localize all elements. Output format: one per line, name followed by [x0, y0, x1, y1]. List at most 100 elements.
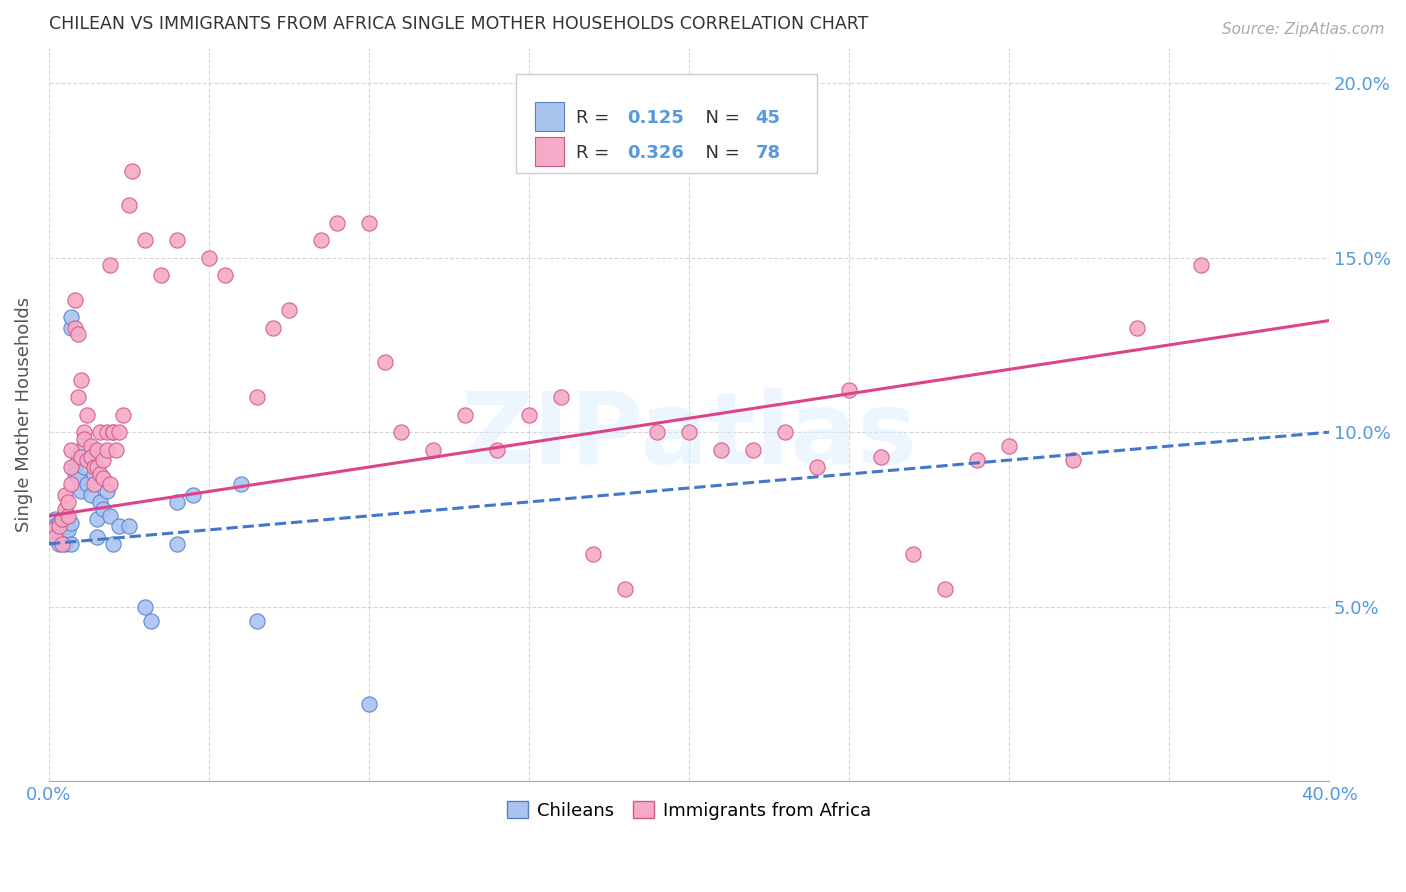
Point [89, 425, 111, 439]
Point [181, 488, 204, 502]
Point [678, 425, 700, 439]
Point [83, 467, 105, 481]
Point [389, 425, 412, 439]
Point [51, 523, 73, 537]
Point [86, 512, 108, 526]
Point [41, 523, 63, 537]
Point [1062, 453, 1084, 467]
Point [141, 614, 163, 628]
Point [742, 442, 765, 457]
Point [60, 320, 83, 334]
Point [44, 530, 66, 544]
Point [63, 293, 86, 307]
Point [838, 384, 860, 398]
Point [56, 512, 79, 526]
FancyBboxPatch shape [536, 137, 564, 167]
Text: R =: R = [576, 109, 616, 127]
Text: 45: 45 [755, 109, 780, 127]
Text: 0.125: 0.125 [627, 109, 685, 127]
Point [79, 450, 101, 464]
Point [934, 582, 956, 596]
Point [93, 470, 115, 484]
Point [357, 698, 380, 712]
Point [96, 425, 118, 439]
Point [56, 508, 79, 523]
Point [41, 523, 63, 537]
Point [98, 477, 121, 491]
Point [134, 599, 156, 614]
Legend: Chileans, Immigrants from Africa: Chileans, Immigrants from Africa [499, 794, 879, 827]
Point [56, 523, 79, 537]
Point [901, 547, 924, 561]
Point [166, 537, 188, 551]
Text: 0.326: 0.326 [627, 145, 685, 162]
Point [1189, 258, 1212, 272]
Point [582, 547, 605, 561]
Point [60, 516, 83, 530]
Point [121, 163, 143, 178]
Point [48, 530, 70, 544]
Text: CHILEAN VS IMMIGRANTS FROM AFRICA SINGLE MOTHER HOUSEHOLDS CORRELATION CHART: CHILEAN VS IMMIGRANTS FROM AFRICA SINGLE… [49, 15, 869, 33]
Point [66, 470, 89, 484]
Point [101, 425, 124, 439]
Point [60, 310, 83, 324]
Point [53, 526, 76, 541]
Point [53, 537, 76, 551]
Point [422, 442, 444, 457]
Text: 78: 78 [755, 145, 780, 162]
Point [278, 303, 301, 318]
Point [105, 442, 128, 457]
Point [166, 233, 188, 247]
Point [66, 327, 89, 342]
Point [262, 320, 284, 334]
Point [246, 614, 269, 628]
Text: ZIPatlas: ZIPatlas [461, 388, 918, 485]
Point [70, 373, 93, 387]
Point [326, 216, 349, 230]
Point [79, 488, 101, 502]
Point [134, 233, 156, 247]
Point [870, 450, 893, 464]
Point [454, 408, 477, 422]
Point [1126, 320, 1149, 334]
Point [48, 537, 70, 551]
FancyBboxPatch shape [536, 102, 564, 131]
Point [96, 484, 118, 499]
Point [86, 442, 108, 457]
Point [44, 512, 66, 526]
Point [166, 495, 188, 509]
Point [93, 502, 115, 516]
Point [76, 477, 98, 491]
Point [198, 251, 221, 265]
Point [89, 467, 111, 481]
Point [118, 519, 141, 533]
Point [614, 582, 637, 596]
Text: R =: R = [576, 145, 616, 162]
Point [309, 233, 332, 247]
Point [98, 258, 121, 272]
Point [86, 460, 108, 475]
Point [70, 450, 93, 464]
Point [86, 530, 108, 544]
Point [51, 533, 73, 548]
Point [93, 453, 115, 467]
Point [214, 268, 236, 283]
Point [53, 488, 76, 502]
Text: Source: ZipAtlas.com: Source: ZipAtlas.com [1222, 22, 1385, 37]
Point [83, 460, 105, 475]
Point [60, 537, 83, 551]
Y-axis label: Single Mother Households: Single Mother Households [15, 297, 32, 533]
Point [108, 519, 131, 533]
Point [76, 408, 98, 422]
Point [96, 442, 118, 457]
Point [229, 477, 252, 491]
Point [89, 495, 111, 509]
Text: N =: N = [695, 109, 745, 127]
Point [56, 495, 79, 509]
Point [70, 442, 93, 457]
Point [41, 530, 63, 544]
Point [108, 425, 131, 439]
Point [98, 508, 121, 523]
Point [73, 460, 96, 475]
Point [76, 453, 98, 467]
